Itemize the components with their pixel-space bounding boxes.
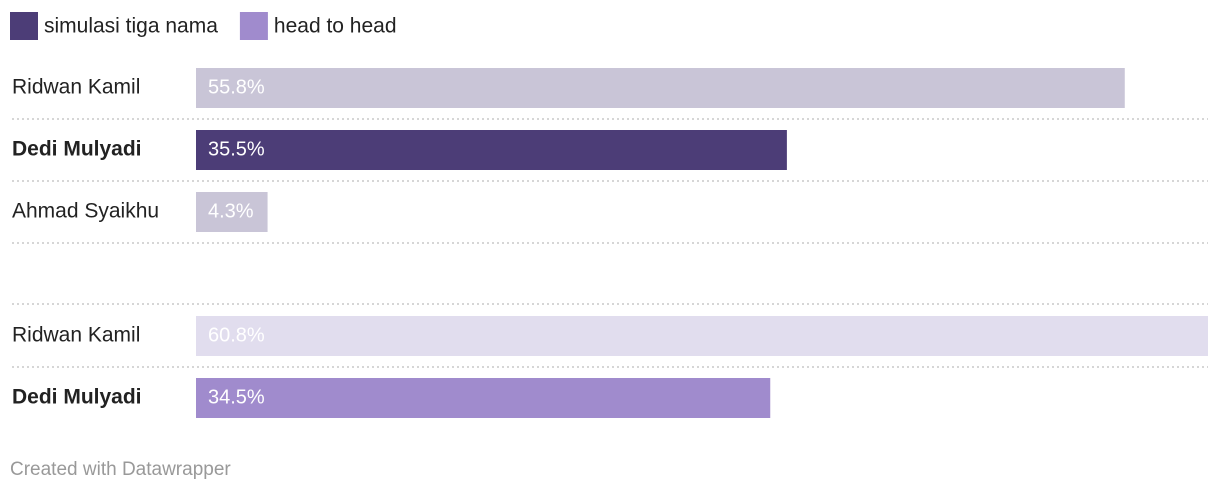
category-label: Ridwan Kamil bbox=[12, 324, 140, 347]
category-label: Dedi Mulyadi bbox=[12, 386, 142, 409]
bar bbox=[196, 68, 1125, 108]
value-label: 55.8% bbox=[208, 76, 265, 98]
bar bbox=[196, 192, 268, 232]
value-label: 35.5% bbox=[208, 138, 265, 160]
value-label: 34.5% bbox=[208, 386, 265, 408]
category-label: Ahmad Syaikhu bbox=[12, 200, 159, 223]
bar bbox=[196, 378, 771, 418]
value-label: 60.8% bbox=[208, 324, 265, 346]
legend-swatch bbox=[10, 12, 38, 40]
legend-swatch bbox=[239, 12, 268, 40]
bar bbox=[196, 316, 1208, 356]
bar bbox=[196, 130, 787, 170]
legend-label: simulasi tiga nama bbox=[44, 15, 218, 38]
credit: Created with Datawrapper bbox=[10, 459, 231, 480]
value-label: 4.3% bbox=[208, 200, 254, 222]
category-label: Dedi Mulyadi bbox=[12, 138, 142, 161]
category-label: Ridwan Kamil bbox=[12, 76, 140, 99]
legend-label: head to head bbox=[274, 15, 397, 38]
